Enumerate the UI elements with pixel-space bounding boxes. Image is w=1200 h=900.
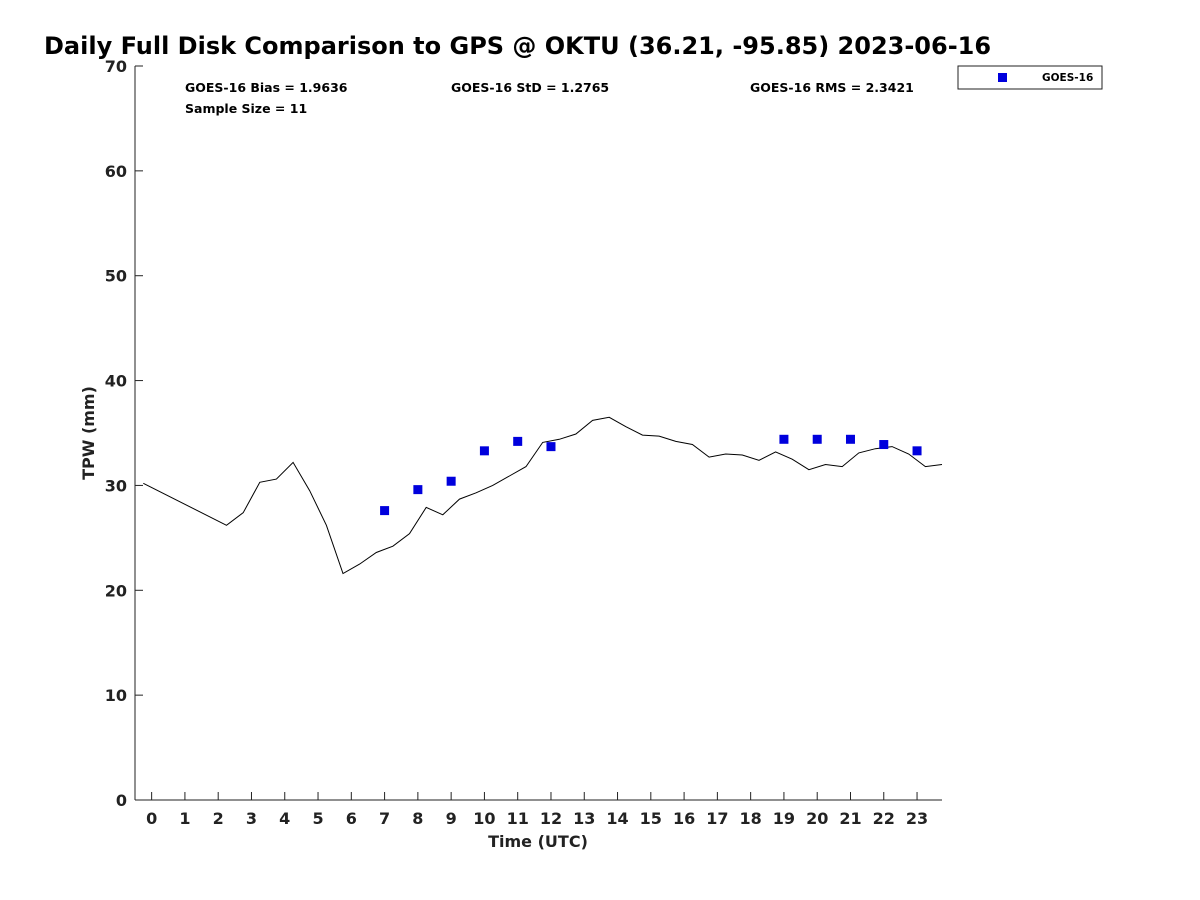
y-tick-label: 20 bbox=[105, 581, 127, 600]
x-tick-label: 11 bbox=[507, 809, 529, 828]
y-tick-label: 70 bbox=[105, 57, 127, 76]
x-tick-label: 16 bbox=[673, 809, 695, 828]
goes-16-point bbox=[380, 506, 390, 516]
gps-series-line bbox=[143, 416, 943, 575]
legend-label-goes-16: GOES-16 bbox=[1042, 72, 1093, 84]
goes-16-point bbox=[879, 440, 889, 450]
goes-16-point bbox=[479, 446, 489, 456]
std-stat: GOES-16 StD = 1.2765 bbox=[451, 80, 609, 95]
y-tick-label: 0 bbox=[116, 791, 127, 810]
x-tick-label: 21 bbox=[839, 809, 861, 828]
goes-16-point bbox=[446, 476, 456, 486]
bias-stat: GOES-16 Bias = 1.9636 bbox=[185, 80, 348, 95]
goes-16-point bbox=[413, 485, 423, 495]
x-tick-label: 13 bbox=[573, 809, 595, 828]
goes-16-point bbox=[546, 442, 556, 452]
x-tick-label: 6 bbox=[346, 809, 357, 828]
x-tick-label: 1 bbox=[179, 809, 190, 828]
goes-16-point bbox=[845, 434, 855, 444]
x-tick-label: 4 bbox=[279, 809, 290, 828]
stats-annotations: GOES-16 Bias = 1.9636 GOES-16 StD = 1.27… bbox=[185, 80, 914, 116]
goes-16-point bbox=[812, 434, 822, 444]
x-tick-label: 7 bbox=[379, 809, 390, 828]
x-tick-label: 19 bbox=[773, 809, 795, 828]
x-tick-label: 3 bbox=[246, 809, 257, 828]
x-tick-label: 5 bbox=[312, 809, 323, 828]
y-tick-label: 30 bbox=[105, 476, 127, 495]
x-tick-label: 20 bbox=[806, 809, 828, 828]
goes-16-point bbox=[513, 436, 523, 446]
goes-16-points bbox=[380, 434, 922, 516]
x-tick-label: 12 bbox=[540, 809, 562, 828]
y-axis-label: TPW (mm) bbox=[79, 386, 98, 480]
rms-stat: GOES-16 RMS = 2.3421 bbox=[750, 80, 914, 95]
y-tick-label: 40 bbox=[105, 372, 127, 391]
y-tick-label: 10 bbox=[105, 686, 127, 705]
x-tick-label: 9 bbox=[446, 809, 457, 828]
legend-marker-goes-16 bbox=[998, 73, 1007, 82]
x-tick-label: 0 bbox=[146, 809, 157, 828]
x-tick-label: 17 bbox=[706, 809, 728, 828]
y-tick-label: 50 bbox=[105, 267, 127, 286]
x-tick-label: 10 bbox=[473, 809, 495, 828]
legend-box bbox=[957, 65, 1103, 90]
y-axis-ticks: 0 10 20 30 40 50 60 70 bbox=[105, 57, 143, 810]
x-axis-ticks: 0 1 2 3 4 5 6 7 8 9 10 11 12 13 14 15 16 17 18 19 20 21 22 23 bbox=[146, 792, 928, 828]
x-tick-label: 14 bbox=[606, 809, 628, 828]
plot-area bbox=[134, 66, 942, 801]
x-axis-label: Time (UTC) bbox=[488, 832, 588, 851]
legend: GOES-16 bbox=[957, 65, 1103, 90]
x-tick-label: 23 bbox=[906, 809, 928, 828]
x-tick-label: 8 bbox=[412, 809, 423, 828]
y-tick-label: 60 bbox=[105, 162, 127, 181]
sample-size-stat: Sample Size = 11 bbox=[185, 101, 307, 116]
goes-16-point bbox=[779, 434, 789, 444]
x-tick-label: 18 bbox=[740, 809, 762, 828]
x-tick-label: 22 bbox=[873, 809, 895, 828]
goes-16-point bbox=[912, 446, 922, 456]
chart-title: Daily Full Disk Comparison to GPS @ OKTU… bbox=[44, 32, 991, 60]
x-tick-label: 15 bbox=[640, 809, 662, 828]
x-tick-label: 2 bbox=[213, 809, 224, 828]
